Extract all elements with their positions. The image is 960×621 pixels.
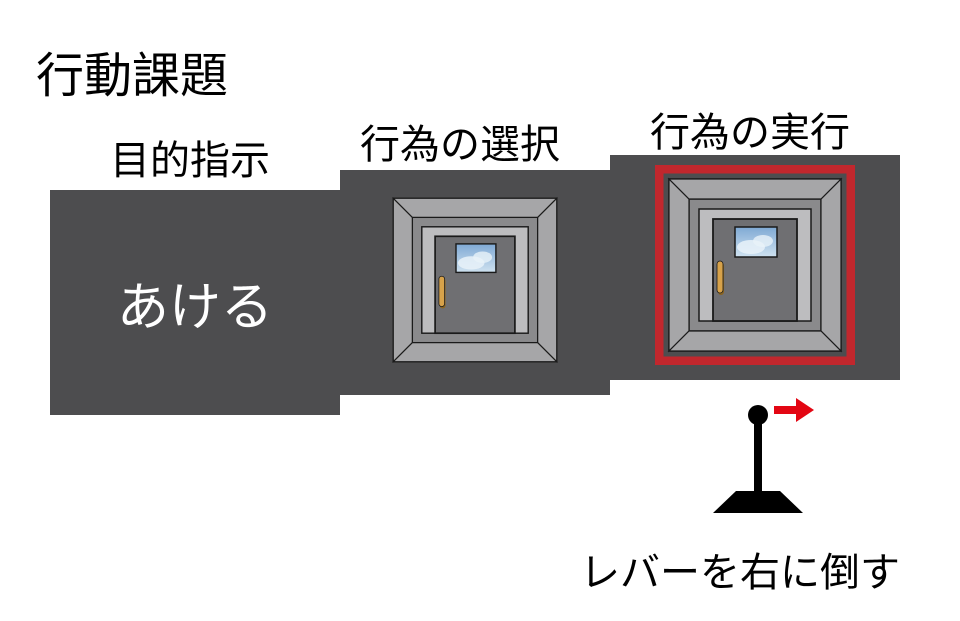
panel-label-goal: 目的指示 bbox=[110, 128, 270, 186]
joystick-caption: レバーを右に倒す bbox=[580, 540, 900, 598]
door-icon bbox=[655, 165, 855, 365]
door-scene-select bbox=[380, 185, 570, 380]
door-icon bbox=[380, 185, 570, 375]
panel-goal-text: あける bbox=[117, 265, 273, 340]
arrow-svg bbox=[774, 398, 814, 422]
panel-execute bbox=[610, 155, 900, 380]
panel-label-select: 行為の選択 bbox=[360, 112, 560, 170]
panel-select bbox=[340, 170, 610, 395]
arrow-right-icon bbox=[774, 398, 814, 422]
diagram-title: 行動課題 bbox=[36, 36, 228, 106]
door-scene-execute bbox=[655, 165, 855, 370]
panel-label-execute: 行為の実行 bbox=[650, 100, 850, 158]
panel-goal: あける bbox=[50, 190, 340, 415]
